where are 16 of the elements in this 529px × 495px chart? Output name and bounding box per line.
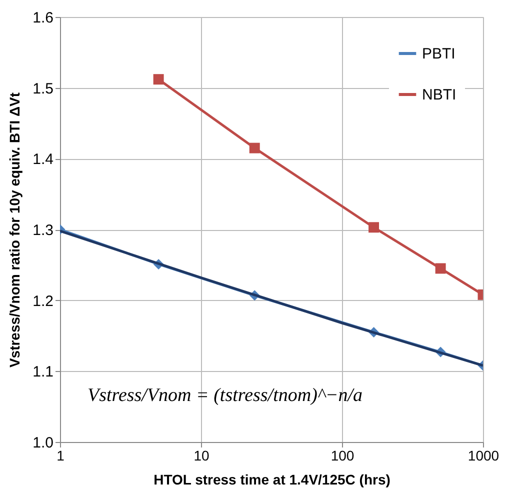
x-tick-label: 1000 bbox=[468, 448, 500, 464]
x-tick-label: 1 bbox=[56, 448, 65, 464]
y-tick-label: 1.2 bbox=[32, 292, 54, 310]
x-tick-label: 10 bbox=[194, 448, 210, 464]
y-tick-label: 1.3 bbox=[32, 222, 54, 239]
y-axis-title: Vstress/Vnom ratio for 10y equiv. BTI ΔVt bbox=[6, 92, 23, 368]
annotation: Vstress/Vnom = (tstress/tnom)^−n/a bbox=[87, 385, 363, 406]
x-axis-title: HTOL stress time at 1.4V/125C (hrs) bbox=[154, 472, 390, 488]
y-tick-label: 1.4 bbox=[32, 151, 54, 168]
y-tick-label: 1.0 bbox=[32, 434, 54, 452]
legend-label: NBTI bbox=[422, 86, 456, 104]
y-tick-label: 1.5 bbox=[32, 80, 54, 98]
x-tick-label: 100 bbox=[330, 448, 354, 464]
y-tick-label: 1.1 bbox=[32, 364, 54, 381]
legend-label: PBTI bbox=[422, 46, 456, 62]
y-tick-label: 1.6 bbox=[32, 10, 54, 26]
